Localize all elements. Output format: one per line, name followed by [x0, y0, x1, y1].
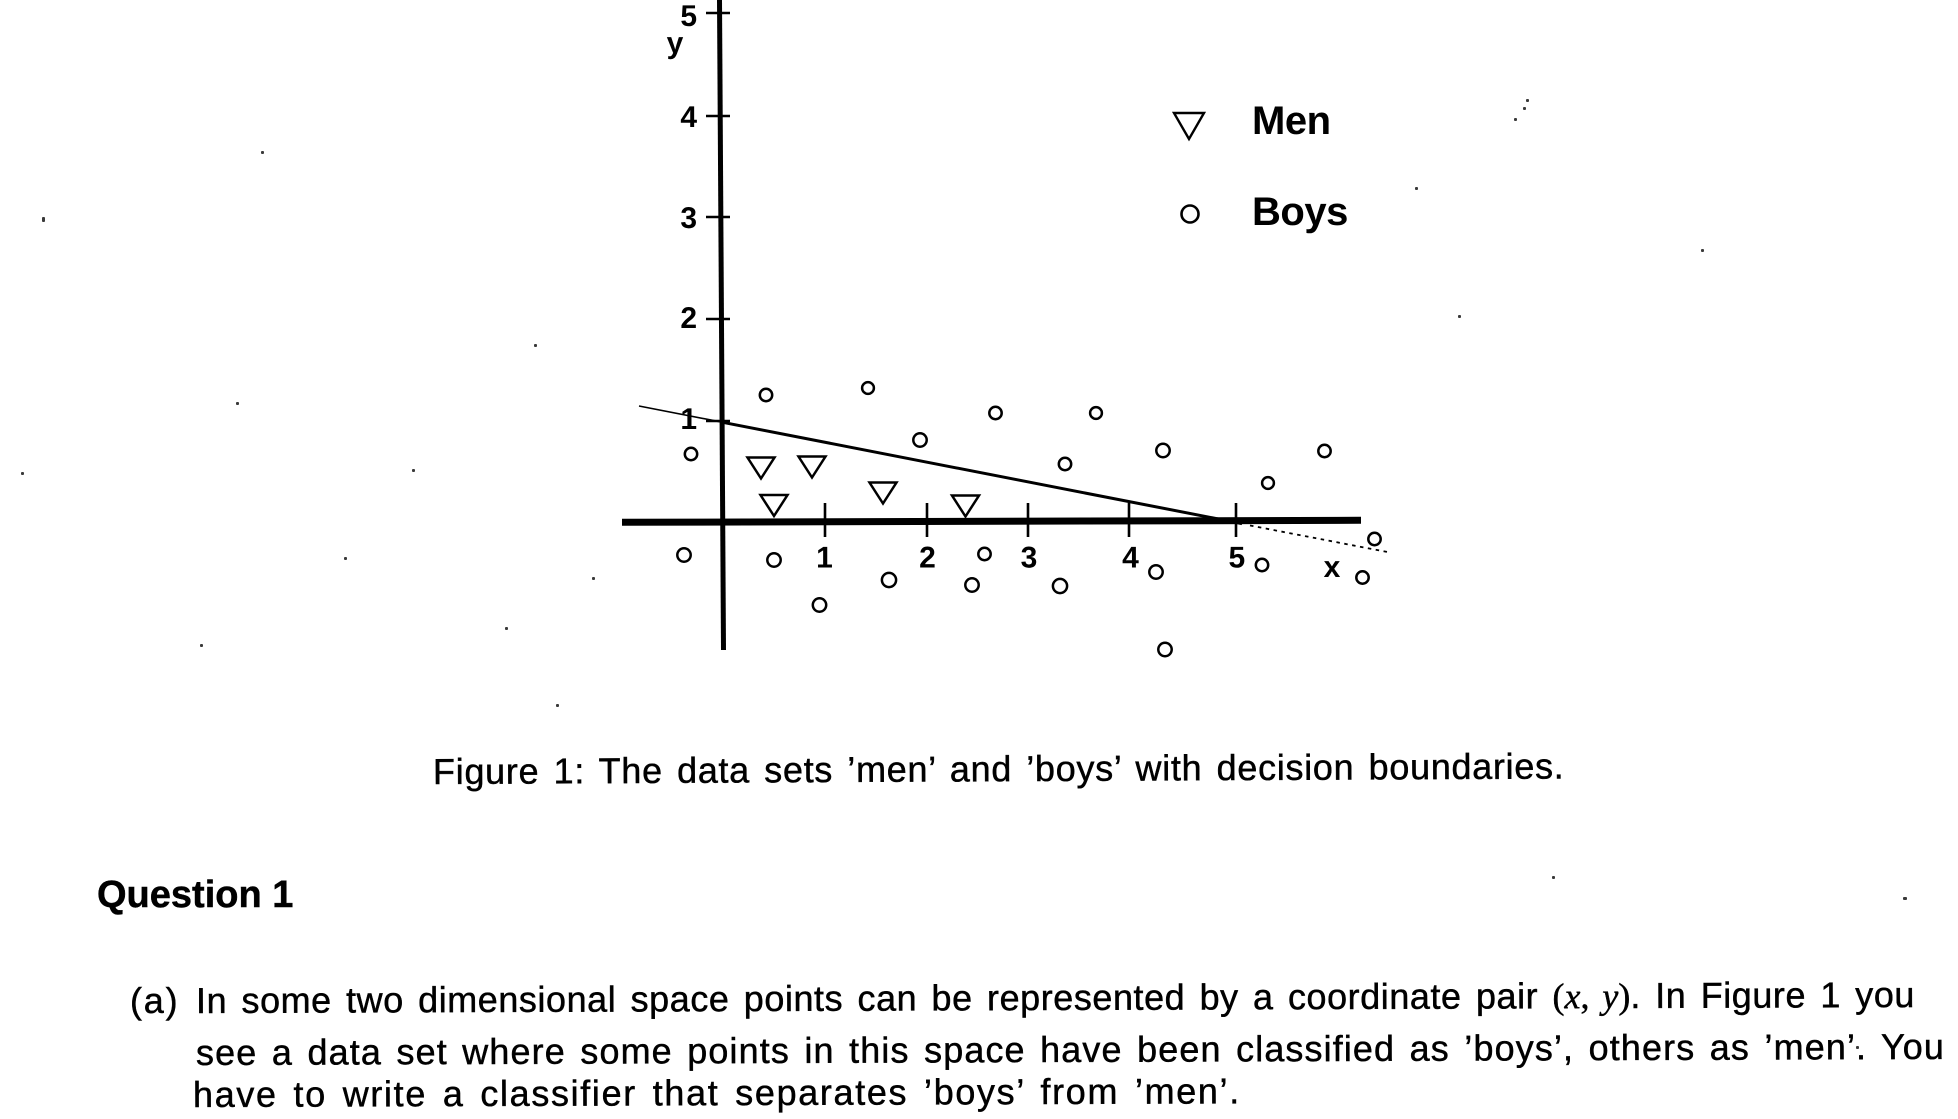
svg-text:3: 3: [1021, 542, 1038, 575]
svg-text:y: y: [667, 27, 684, 60]
svg-text:2: 2: [680, 302, 697, 335]
svg-text:5: 5: [1228, 542, 1245, 575]
svg-text:5: 5: [680, 0, 697, 33]
svg-text:Boys: Boys: [1252, 190, 1348, 234]
svg-text:x: x: [1324, 551, 1341, 584]
svg-text:1: 1: [680, 403, 697, 436]
svg-text:2: 2: [919, 542, 936, 575]
svg-text:1: 1: [816, 542, 833, 575]
svg-text:4: 4: [1122, 542, 1139, 575]
svg-text:3: 3: [680, 202, 697, 235]
svg-text:4: 4: [680, 101, 697, 134]
svg-text:Men: Men: [1252, 99, 1331, 143]
